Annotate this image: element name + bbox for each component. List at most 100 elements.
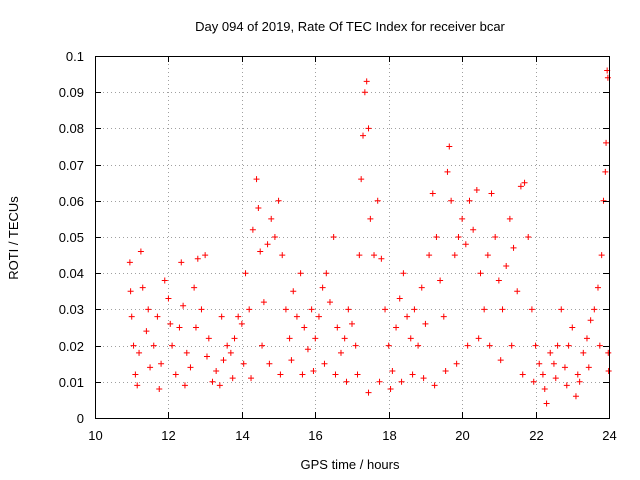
- data-point: [400, 270, 407, 277]
- x-tick-label: 20: [455, 428, 469, 443]
- data-point: [315, 313, 322, 320]
- x-tick-label: 24: [602, 428, 616, 443]
- data-point: [600, 197, 607, 204]
- data-point: [550, 360, 557, 367]
- data-point: [563, 382, 570, 389]
- y-tick-label: 0.01: [59, 375, 84, 390]
- data-point: [367, 215, 374, 222]
- data-point: [576, 378, 583, 385]
- data-point: [165, 295, 172, 302]
- data-point: [598, 252, 605, 259]
- data-point: [246, 306, 253, 313]
- y-tick-label: 0.04: [59, 266, 84, 281]
- data-point: [407, 335, 414, 342]
- data-point: [510, 244, 517, 251]
- data-point: [299, 371, 306, 378]
- data-point: [167, 320, 174, 327]
- x-tick-label: 22: [529, 428, 543, 443]
- data-point: [130, 342, 137, 349]
- data-point: [572, 393, 579, 400]
- data-point: [341, 335, 348, 342]
- data-point: [266, 360, 273, 367]
- data-point: [484, 252, 491, 259]
- data-point: [387, 386, 394, 393]
- data-point: [475, 335, 482, 342]
- data-point: [583, 335, 590, 342]
- y-tick-label: 0.02: [59, 339, 84, 354]
- data-point: [334, 324, 341, 331]
- data-point: [585, 364, 592, 371]
- data-point: [194, 255, 201, 262]
- data-point: [271, 234, 278, 240]
- data-point: [176, 324, 183, 331]
- data-point: [497, 357, 504, 364]
- data-point: [473, 186, 480, 193]
- data-point: [378, 255, 385, 262]
- data-point: [426, 252, 433, 259]
- data-point: [398, 378, 405, 385]
- data-point: [389, 367, 396, 374]
- data-point: [376, 378, 383, 385]
- data-point: [343, 378, 350, 385]
- data-point: [181, 382, 188, 389]
- x-axis-label: GPS time / hours: [301, 457, 400, 472]
- data-point: [451, 252, 458, 259]
- data-point: [224, 342, 231, 349]
- data-point: [240, 360, 247, 367]
- data-point: [554, 342, 561, 349]
- data-point: [528, 306, 535, 313]
- data-point: [202, 252, 209, 259]
- data-point: [326, 299, 333, 306]
- data-points: [126, 67, 612, 407]
- data-point: [466, 197, 473, 204]
- data-point: [433, 234, 440, 240]
- data-point: [242, 270, 249, 277]
- data-point: [404, 313, 411, 320]
- y-axis: 0 0.01 0.02 0.03 0.04 0.05 0.06 0.07 0.08 0.09 0.1: [59, 49, 609, 426]
- data-point: [541, 386, 548, 393]
- data-point: [352, 342, 359, 349]
- data-point: [519, 371, 526, 378]
- data-point: [444, 168, 451, 175]
- data-point: [218, 313, 225, 320]
- data-point: [365, 389, 372, 396]
- y-tick-label: 0.09: [59, 85, 84, 100]
- data-point: [543, 400, 550, 407]
- data-point: [183, 349, 190, 356]
- data-point: [203, 353, 210, 360]
- data-point: [437, 277, 444, 284]
- data-point: [304, 346, 311, 353]
- data-point: [154, 313, 161, 320]
- data-point: [594, 284, 601, 291]
- data-point: [180, 302, 187, 309]
- data-point: [136, 349, 143, 356]
- data-point: [517, 183, 524, 190]
- data-point: [178, 259, 185, 266]
- data-point: [382, 306, 389, 313]
- data-point: [312, 335, 319, 342]
- data-point: [227, 349, 234, 356]
- data-point: [530, 378, 537, 385]
- data-point: [470, 226, 477, 233]
- data-point: [132, 371, 139, 378]
- data-point: [187, 364, 194, 371]
- data-point: [349, 320, 355, 327]
- x-axis: 10 12 14 16 18 20 22 24: [88, 56, 617, 443]
- data-point: [462, 241, 469, 248]
- plot-frame: [95, 56, 610, 419]
- data-point: [255, 205, 262, 212]
- data-point: [360, 132, 367, 139]
- data-point: [337, 349, 344, 356]
- data-point: [220, 357, 227, 364]
- data-point: [147, 364, 154, 371]
- data-point: [323, 270, 330, 277]
- data-point: [126, 259, 133, 266]
- data-point: [253, 176, 260, 183]
- data-point: [143, 328, 150, 335]
- data-point: [605, 349, 612, 356]
- data-point: [558, 306, 565, 313]
- data-point: [321, 360, 328, 367]
- data-point: [508, 342, 515, 349]
- y-tick-label: 0: [77, 411, 84, 426]
- data-point: [268, 215, 275, 222]
